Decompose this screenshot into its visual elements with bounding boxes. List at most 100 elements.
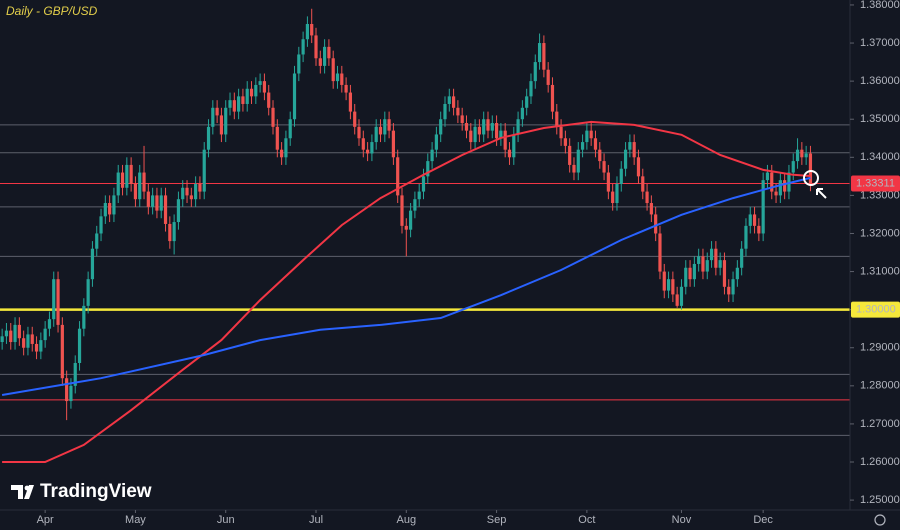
candle-body [271, 107, 275, 127]
candle-body [374, 126, 378, 143]
x-tick-label: Jul [309, 514, 323, 526]
y-tick-label: 1.26000 [860, 456, 900, 468]
candle-body [512, 134, 516, 158]
candle-body [391, 130, 395, 158]
candle-body [305, 23, 310, 40]
annotation [803, 170, 827, 199]
candle-body [727, 286, 731, 295]
candle-body [623, 149, 628, 169]
y-tick-label: 1.25000 [860, 494, 900, 506]
candle-body [211, 107, 215, 127]
candle-body [654, 214, 658, 234]
candle-body [146, 191, 150, 207]
candle-body [778, 180, 782, 196]
y-tick-label: 1.28000 [860, 380, 900, 392]
candle-body [151, 195, 155, 207]
moving-averages [1, 120, 811, 463]
candle-body [628, 142, 632, 150]
candle-body [120, 172, 125, 188]
candle-body [172, 222, 176, 242]
candle-body [219, 115, 224, 135]
candle-body [636, 157, 641, 177]
candle-body [95, 233, 99, 249]
annotation-arrow [816, 188, 827, 199]
x-tick-label: May [125, 514, 146, 526]
candle-body [542, 43, 546, 70]
candle-body [47, 319, 52, 329]
candle-body [490, 123, 494, 131]
candle-body [348, 92, 353, 112]
candle-body [323, 46, 327, 66]
candle-body [254, 84, 258, 97]
settings-icon[interactable] [874, 514, 886, 526]
candle-body [301, 39, 305, 55]
candle-body [17, 324, 21, 339]
candle-body [404, 225, 408, 230]
candle-body [142, 172, 146, 192]
candle-body [800, 149, 804, 158]
y-tick-label: 1.34000 [860, 151, 900, 163]
price-level-tag [851, 301, 900, 318]
candle-body [43, 328, 47, 341]
candle-body [529, 81, 533, 97]
candle-body [228, 100, 232, 108]
candle-body [202, 149, 206, 192]
candle-body [679, 286, 684, 306]
candle-body [82, 305, 86, 329]
candle-body [22, 338, 26, 348]
annotation-circle [803, 170, 819, 186]
candle-body [464, 123, 469, 131]
candle-body [516, 119, 520, 135]
candle-body [649, 203, 653, 215]
candle-body [606, 172, 610, 192]
candle-body [335, 73, 340, 82]
candle-body [645, 191, 649, 204]
candle-body [340, 73, 344, 85]
candle-body [26, 334, 30, 348]
candle-body [714, 248, 718, 268]
candle-body [370, 142, 374, 154]
candle-body [241, 96, 245, 104]
logo: TradingView [11, 481, 152, 502]
candle-body [133, 183, 138, 200]
candle-body [206, 126, 211, 150]
candle-body [198, 183, 202, 192]
candle-body [666, 279, 671, 291]
candle-body [658, 233, 662, 272]
candle-body [486, 119, 490, 131]
candle-body [568, 145, 572, 165]
logo-text: TradingView [40, 481, 152, 502]
candle-body [447, 96, 451, 104]
candle-body [593, 138, 598, 150]
candle-body [451, 96, 456, 108]
candle-body [744, 225, 748, 249]
candle-body [460, 115, 464, 124]
candle-body [619, 168, 623, 184]
y-tick-label: 1.32000 [860, 227, 900, 239]
candle-body [546, 69, 550, 85]
candle-body [494, 123, 499, 139]
candle-body [366, 149, 370, 154]
candle-body [537, 43, 542, 63]
candle-body [69, 385, 73, 402]
candle-body [752, 214, 757, 226]
candle-body [662, 271, 666, 291]
candle-body [611, 191, 615, 204]
candle-body [572, 164, 576, 173]
x-tick-label: Nov [672, 514, 692, 526]
y-tick-label: 1.35000 [860, 113, 900, 125]
candle-body [258, 81, 262, 85]
candle-body [288, 119, 292, 139]
candle-body [748, 214, 752, 226]
candle-body [477, 126, 481, 135]
candle-body [413, 199, 417, 211]
candle-body [503, 130, 507, 150]
candle-body [731, 279, 735, 295]
price-level-tag [851, 175, 900, 192]
candle-body [224, 107, 228, 135]
price-level-label: 1.30000 [856, 304, 896, 316]
candle-body [520, 107, 524, 120]
candle-body [507, 149, 512, 158]
candle-body [108, 203, 112, 215]
